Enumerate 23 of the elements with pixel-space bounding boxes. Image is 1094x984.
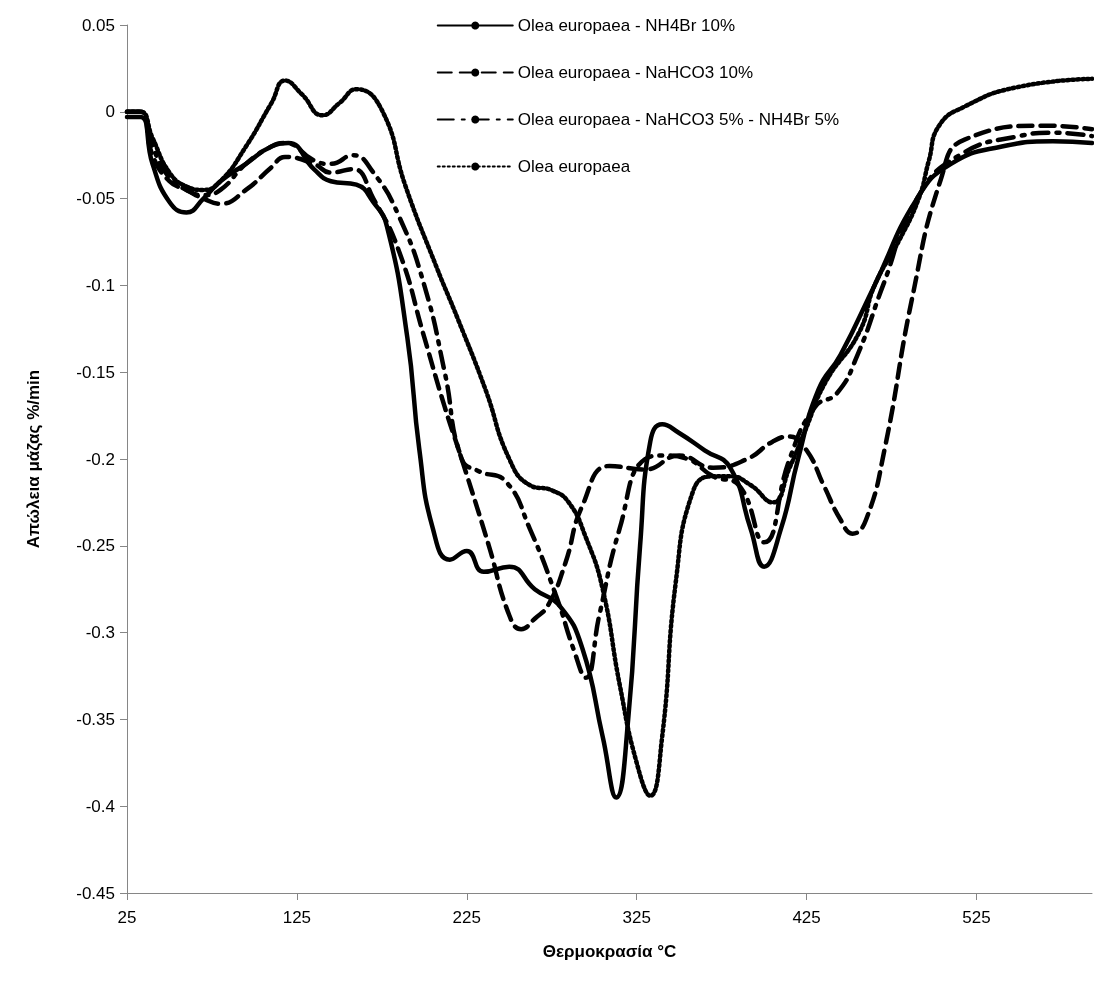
legend-label: Olea europaea - NaHCO3 5% - NH4Br 5% bbox=[517, 110, 839, 129]
legend-label: Olea europaea - NH4Br 10% bbox=[517, 16, 736, 35]
y-tick-label: -0.2 bbox=[85, 449, 115, 469]
y-tick-label: -0.35 bbox=[76, 709, 115, 729]
y-tick-label: 0.05 bbox=[81, 15, 115, 35]
legend-label: Olea europaea bbox=[517, 157, 631, 176]
y-tick-label: -0.05 bbox=[76, 189, 115, 209]
x-tick-label: 125 bbox=[282, 908, 312, 927]
y-axis-title: Απώλεια μάζας %/min bbox=[24, 369, 43, 549]
x-axis-title: Θερμοκρασία °C bbox=[542, 942, 677, 961]
x-tick-label: 25 bbox=[117, 908, 137, 927]
y-tick-label: -0.1 bbox=[85, 275, 115, 295]
y-tick-label: -0.15 bbox=[76, 362, 115, 382]
y-tick-label: 0 bbox=[105, 102, 115, 122]
x-tick-label: 425 bbox=[792, 908, 821, 927]
y-tick-label: -0.3 bbox=[85, 623, 115, 643]
x-tick-label: 325 bbox=[622, 908, 651, 927]
y-tick-label: -0.25 bbox=[76, 536, 115, 556]
x-tick-label: 225 bbox=[452, 908, 481, 927]
y-tick-label: -0.4 bbox=[85, 796, 115, 816]
x-tick-label: 525 bbox=[962, 908, 991, 927]
legend-label: Olea europaea - NaHCO3 10% bbox=[517, 63, 754, 82]
y-tick-label: -0.45 bbox=[76, 883, 115, 903]
